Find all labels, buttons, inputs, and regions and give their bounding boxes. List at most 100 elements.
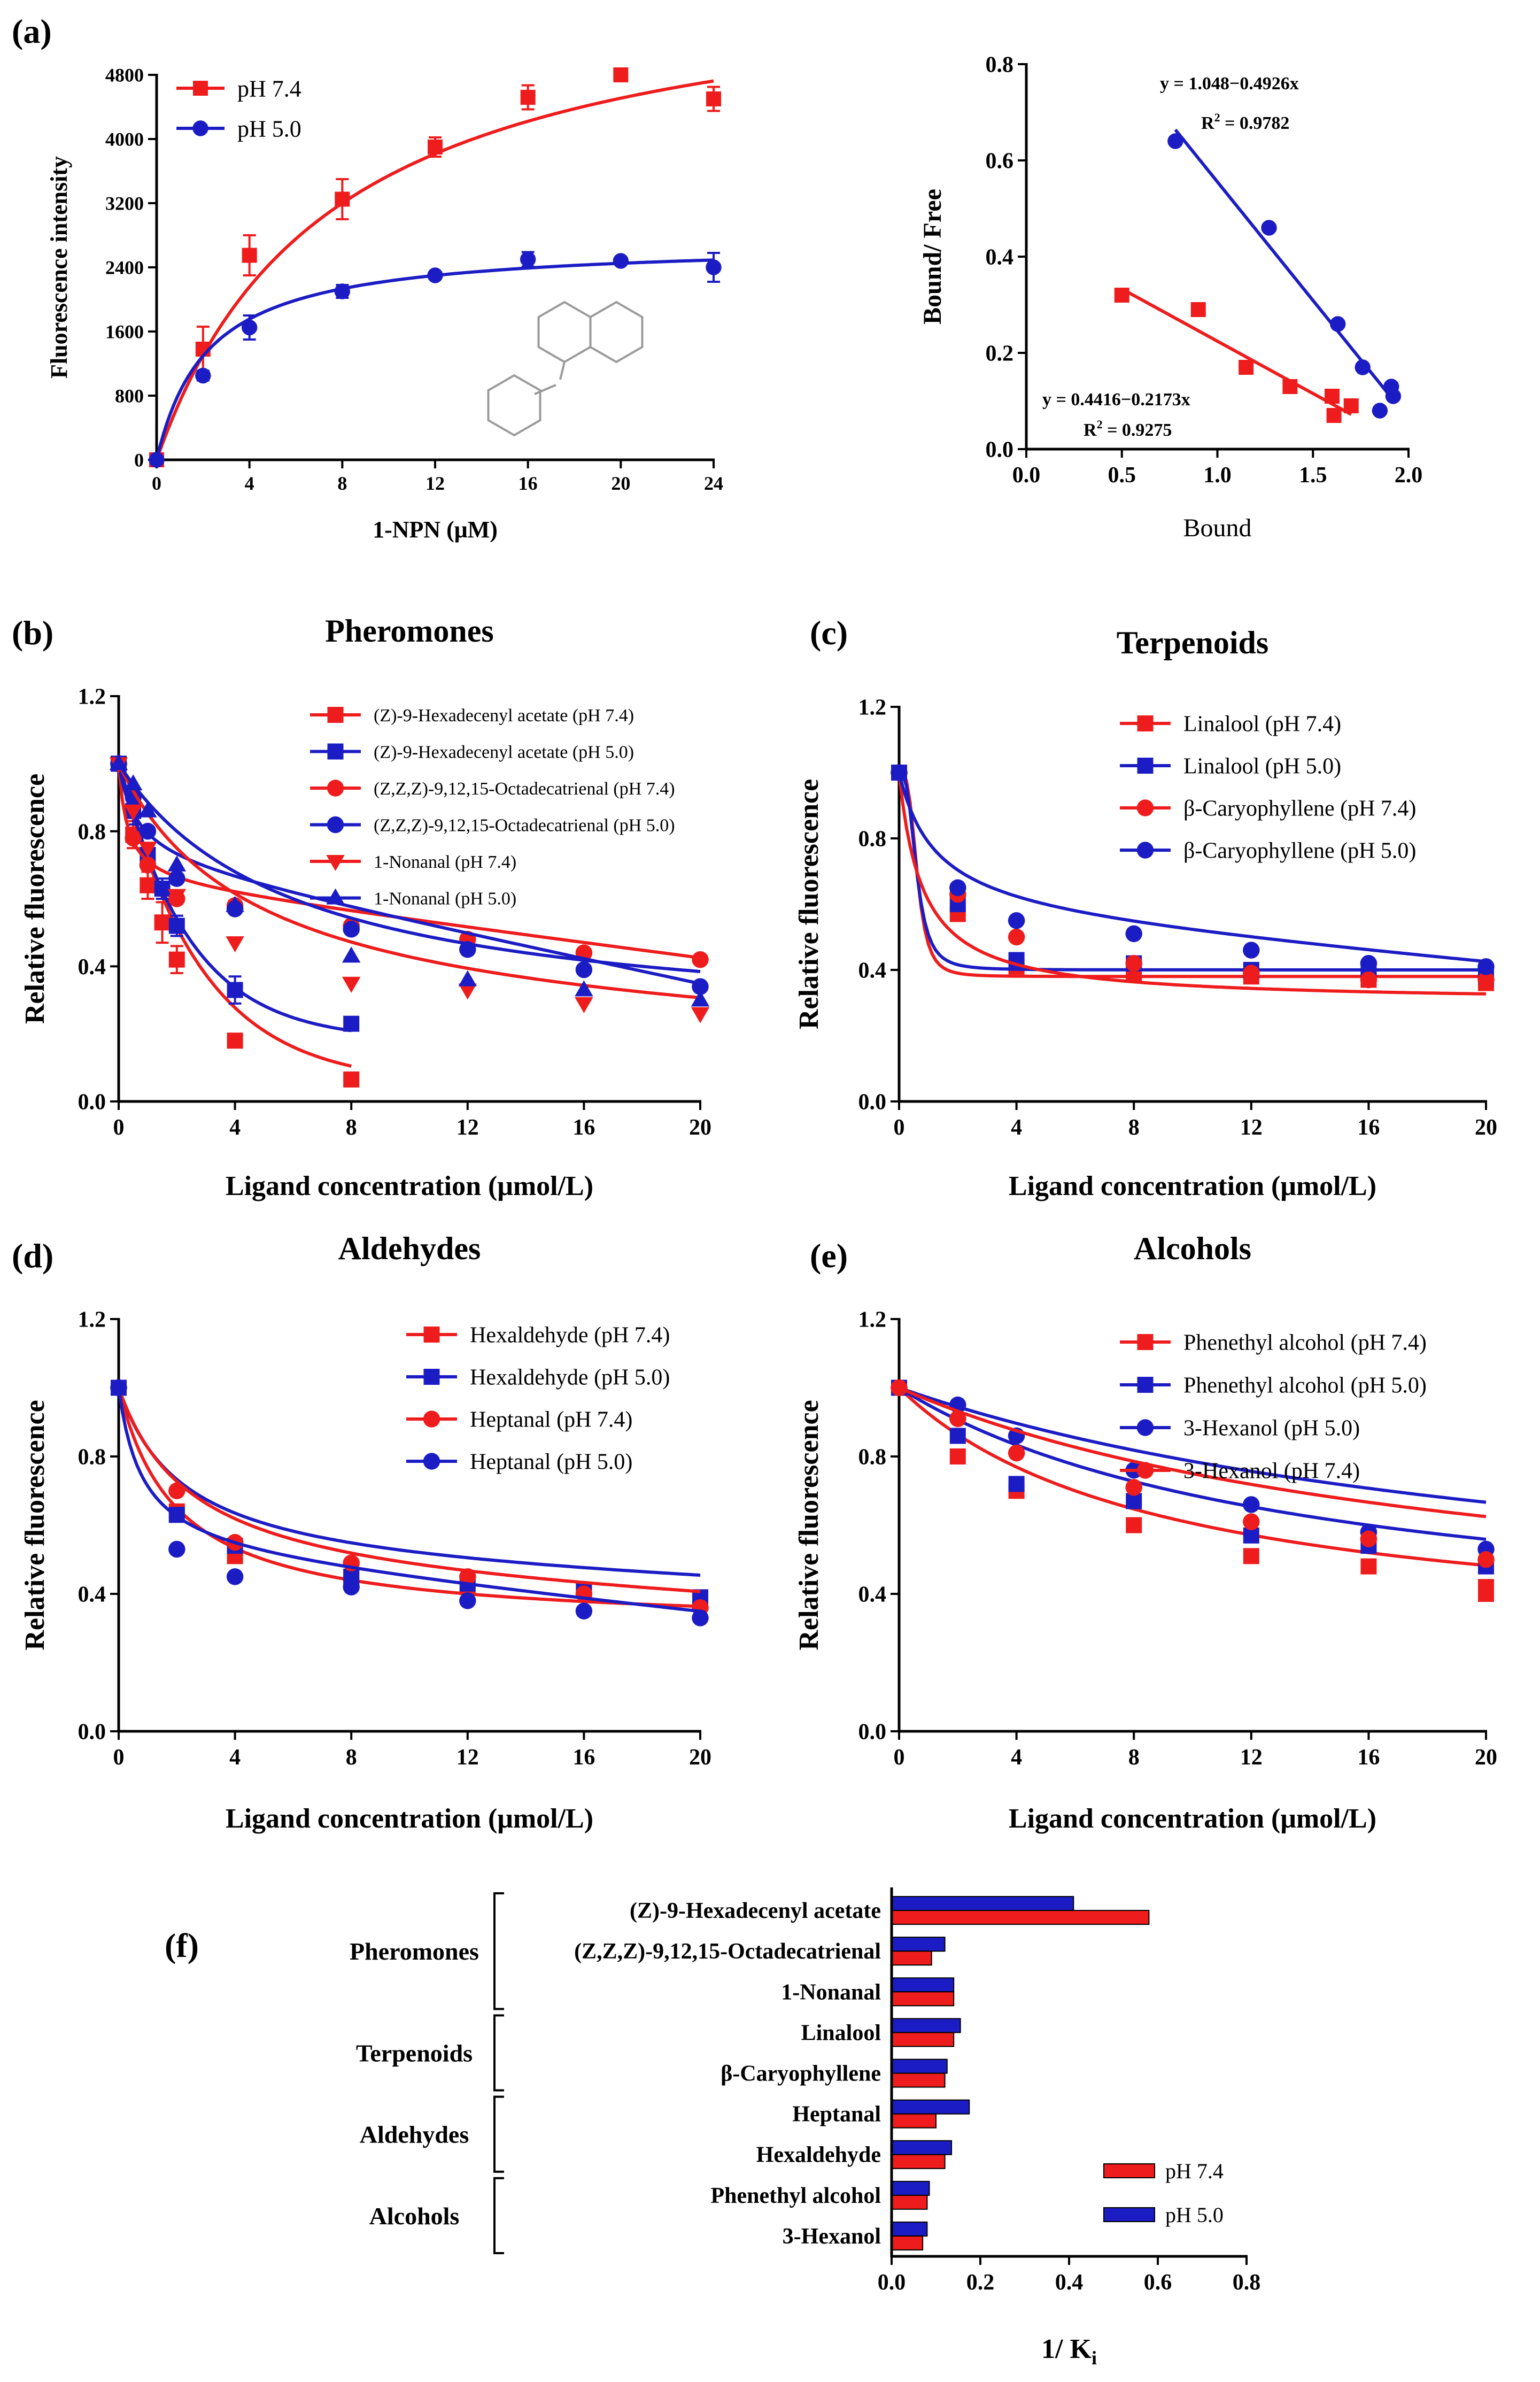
data-point	[139, 857, 157, 874]
bar-ph50	[891, 2018, 961, 2033]
data-point	[1008, 912, 1025, 929]
fit-line-red	[1121, 287, 1352, 416]
legend-marker	[327, 780, 344, 797]
chart-title: Aldehydes	[338, 1231, 481, 1266]
chart-a2: 0.0 0.5 1.0 1.5 2.0 0.0 0.2 0.4 0.6 0.8 Bound Bound…	[918, 53, 1422, 542]
legend-marker	[423, 1410, 440, 1428]
y-tick-label: 0.8	[858, 1445, 887, 1470]
x-tick-label: 0.0	[1012, 463, 1041, 488]
group-label: Alcohols	[369, 2202, 460, 2230]
fit-line-blue	[117, 1387, 701, 1613]
x-tick-label: 4	[229, 1115, 241, 1140]
bar-ph50	[891, 2140, 953, 2155]
x-tick-label: 8	[337, 473, 347, 494]
y-axis-label: Fluorescence intensity	[46, 156, 72, 379]
data-point	[138, 842, 157, 858]
red-fit-equation: y = 0.4416−0.2173x	[1042, 390, 1190, 410]
legend-marker	[192, 120, 208, 136]
y-tick-label: 0.0	[986, 438, 1014, 462]
y-tick-label: 0.2	[986, 342, 1014, 366]
panel-label: (e)	[810, 1237, 848, 1275]
data-point	[1243, 1513, 1260, 1530]
x-tick-label: 4	[229, 1745, 241, 1770]
data-point	[343, 921, 360, 938]
data-point	[949, 879, 966, 896]
data-point	[1243, 1496, 1260, 1513]
data-point	[949, 1410, 966, 1428]
blue-fit-equation: y = 1.048−0.4926x	[1160, 74, 1299, 94]
data-point	[154, 881, 171, 897]
legend-swatch	[1103, 2207, 1155, 2222]
data-point	[692, 951, 709, 968]
x-tick-label: 20	[689, 1115, 711, 1140]
group-label: Terpenoids	[356, 2039, 473, 2067]
bar-ph74	[891, 2154, 946, 2169]
data-point	[1385, 388, 1402, 404]
data-point	[1243, 942, 1260, 959]
data-point	[1330, 316, 1346, 332]
data-point	[1477, 971, 1495, 989]
data-point	[1167, 133, 1183, 149]
data-point	[125, 829, 142, 847]
x-axis-label: Bound	[1183, 514, 1251, 542]
data-point	[342, 946, 361, 963]
category-label: Heptanal	[792, 2102, 881, 2127]
legend-marker	[423, 1453, 440, 1470]
fit-line-red	[897, 1386, 1487, 1567]
y-tick-label: 0.0	[78, 1720, 106, 1745]
data-point	[167, 855, 187, 872]
blue-r2: R2 = 0.9782	[1201, 111, 1289, 133]
bond	[559, 361, 566, 380]
x-tick-label: 0	[113, 1745, 125, 1770]
x-axis-label: Ligand concentration (μmol/L)	[226, 1803, 593, 1834]
data-point	[613, 67, 629, 82]
legend-label: (Z)-9-Hexadecenyl acetate (pH 7.4)	[374, 706, 634, 726]
y-axis-label: Relative fluorescence	[20, 1400, 50, 1650]
x-tick-label: 16	[1357, 1745, 1380, 1770]
data-point	[109, 754, 128, 770]
data-point	[706, 259, 722, 275]
data-point	[227, 982, 243, 998]
chart-a1: 0 4 8 12 16 20 24 0 800 1600 2400 3200 4000 4800 1-NPN…	[12, 12, 723, 543]
bar-ph74	[891, 1910, 1150, 1925]
data-point	[427, 267, 443, 283]
data-point	[343, 1015, 360, 1032]
legend-marker	[327, 743, 344, 760]
data-point	[706, 91, 721, 106]
y-tick-label: 1.2	[858, 696, 887, 720]
legend-label: Linalool (pH 7.4)	[1183, 712, 1341, 737]
x-tick-label: 16	[1357, 1115, 1380, 1140]
x-tick-label: 0	[894, 1115, 905, 1140]
y-axis-label: Relative fluorescence	[20, 774, 50, 1024]
y-tick-label: 800	[115, 386, 144, 407]
bond	[534, 384, 556, 395]
data-point	[154, 914, 171, 931]
data-point	[949, 1448, 966, 1464]
bar-ph74	[891, 1951, 932, 1966]
data-point	[123, 804, 143, 821]
bar-ph74	[891, 2072, 946, 2088]
x-tick-label: 16	[572, 1745, 595, 1770]
data-point	[891, 764, 908, 781]
y-tick-label: 0.0	[858, 1720, 887, 1745]
data-point	[1360, 971, 1378, 989]
x-tick-label: 8	[1128, 1115, 1140, 1140]
x-tick-label: 12	[425, 473, 445, 494]
fit-line-blue	[899, 1386, 1487, 1504]
data-point	[1114, 288, 1129, 303]
data-point	[459, 1592, 476, 1609]
y-axis-label: Relative fluorescence	[794, 1400, 824, 1650]
legend-label: Phenethyl alcohol (pH 5.0)	[1183, 1374, 1427, 1398]
x-tick-label: 12	[456, 1745, 479, 1770]
ring	[589, 300, 644, 364]
y-tick-label: 0.8	[78, 1445, 106, 1470]
y-tick-label: 4000	[105, 129, 144, 150]
data-point	[1008, 1476, 1025, 1492]
y-tick-label: 0.4	[986, 245, 1014, 270]
red-r2: R2 = 0.9275	[1084, 418, 1172, 440]
y-axis-label: Relative fluorescence	[794, 779, 824, 1029]
x-tick-label: 1.0	[1203, 463, 1232, 488]
data-point	[1008, 1444, 1025, 1462]
x-tick-label: 20	[611, 473, 630, 494]
